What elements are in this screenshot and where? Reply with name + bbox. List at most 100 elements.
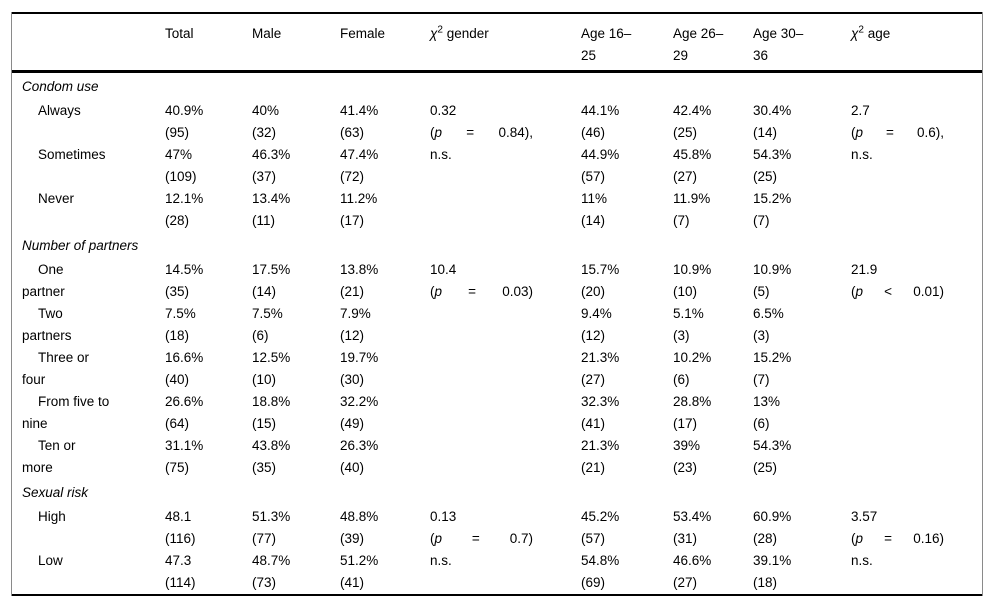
row-label: Never [38,191,75,206]
chi-age-cell: 3.57 (p = 0.16) n.s. [851,506,982,595]
cell-count: (11) [252,213,276,228]
value-cell: 46.3% (37) [252,144,340,188]
cell-count: (49) [340,416,365,431]
col-header-chi-age: χ2 age [851,13,982,73]
cell-count: (17) [673,416,698,431]
value-cell: 48.7% (73) [252,550,340,595]
cell-percent: 51.2% [340,553,379,568]
cell-percent: 13.4% [252,191,291,206]
value-cell: 46.6% (27) [673,550,753,595]
cell-percent: 26.6% [165,394,204,409]
cell-count: (69) [581,575,606,590]
cell-percent: 9.4% [581,306,612,321]
cell-count: (31) [673,531,698,546]
section-title: Condom use [22,79,99,94]
value-cell: 7.5% (6) [252,303,340,347]
chi-statistic: 0.13 [430,509,457,524]
table-row: One partner 14.5% (35) 17.5% (14) 13.8% (21) 10… [12,259,982,303]
table-body: Condom use Always 40.9% (95) 40% (32) 41.4% (63… [12,72,982,596]
chi-p-value: (p < 0.01) [851,284,944,299]
cell-percent: 48.8% [340,509,379,524]
value-cell: 15.7% (20) [581,259,673,303]
value-cell: 13% (6) [753,391,851,435]
value-cell: 11% (14) [581,188,673,232]
cell-percent: 41.4% [340,103,379,118]
value-cell: 54.3% (25) [753,144,851,188]
value-cell: 60.9% (28) [753,506,851,550]
row-label: One partner [22,262,65,299]
value-cell: 51.2% (41) [340,550,430,595]
cell-count: (114) [165,575,196,590]
section-title: Number of partners [22,238,139,253]
cell-percent: 40.9% [165,103,204,118]
chi-statistic: 0.32 [430,103,457,118]
cell-percent: 48.7% [252,553,291,568]
cell-count: (116) [165,531,196,546]
row-label: Ten or more [22,438,76,475]
cell-count: (3) [673,328,690,343]
cell-percent: 13% [753,394,781,409]
cell-count: (6) [673,372,690,387]
cell-count: (27) [581,372,606,387]
value-cell: 10.9% (5) [753,259,851,303]
section-title-row: Condom use [12,72,982,101]
cell-percent: 45.2% [581,509,620,524]
cell-percent: 15.2% [753,350,792,365]
value-cell: 26.6% (64) [165,391,252,435]
row-label: High [38,509,66,524]
chi-statistic: 10.4 [430,262,457,277]
cell-percent: 7.9% [340,306,371,321]
cell-count: (30) [340,372,365,387]
col-header-age-16-25: Age 16– 25 [581,13,673,73]
value-cell: 18.8% (15) [252,391,340,435]
cell-count: (28) [165,213,190,228]
cell-count: (73) [252,575,277,590]
value-cell: 48.8% (39) [340,506,430,550]
cell-percent: 18.8% [252,394,291,409]
cell-count: (14) [252,284,277,299]
col-header-male: Male [252,13,340,73]
value-cell: 32.2% (49) [340,391,430,435]
col-header-empty [12,13,165,73]
value-cell: 10.9% (10) [673,259,753,303]
row-label: From five to nine [22,394,110,431]
cell-percent: 42.4% [673,103,712,118]
cell-count: (46) [581,125,606,140]
cell-percent: 12.5% [252,350,291,365]
cell-percent: 10.9% [753,262,792,277]
cell-count: (10) [673,284,698,299]
cell-percent: 26.3% [340,438,379,453]
cell-count: (7) [673,213,690,228]
chi-gender-cell: 10.4 (p = 0.03) [430,259,581,479]
cell-percent: 39% [673,438,701,453]
cell-count: (109) [165,169,197,184]
table-row: Three or four 16.6% (40) 12.5% (10) 19.7% (30)… [12,347,982,391]
cell-count: (75) [165,460,190,475]
cell-count: (15) [252,416,277,431]
value-cell: 14.5% (35) [165,259,252,303]
cell-count: (5) [753,284,770,299]
cell-percent: 40% [252,103,280,118]
value-cell: 7.5% (18) [165,303,252,347]
chi-statistic: 21.9 [851,262,878,277]
chi-p-value: (p = 0.6), [851,125,944,140]
value-cell: 54.8% (69) [581,550,673,595]
cell-count: (27) [673,575,698,590]
cell-percent: 54.3% [753,147,792,162]
cell-percent: 21.3% [581,350,620,365]
cell-count: (77) [252,531,277,546]
cell-percent: 14.5% [165,262,204,277]
cell-percent: 16.6% [165,350,204,365]
cell-percent: 5.1% [673,306,704,321]
chi-statistic: 3.57 [851,509,878,524]
value-cell: 40.9% (95) [165,100,252,144]
cell-count: (20) [581,284,606,299]
value-cell: 19.7% (30) [340,347,430,391]
value-cell: 45.2% (57) [581,506,673,550]
row-label: Two partners [22,306,72,343]
cell-percent: 10.9% [673,262,712,277]
row-label: Low [38,553,63,568]
cell-count: (3) [753,328,770,343]
cell-percent: 30.4% [753,103,792,118]
cell-percent: 54.8% [581,553,620,568]
